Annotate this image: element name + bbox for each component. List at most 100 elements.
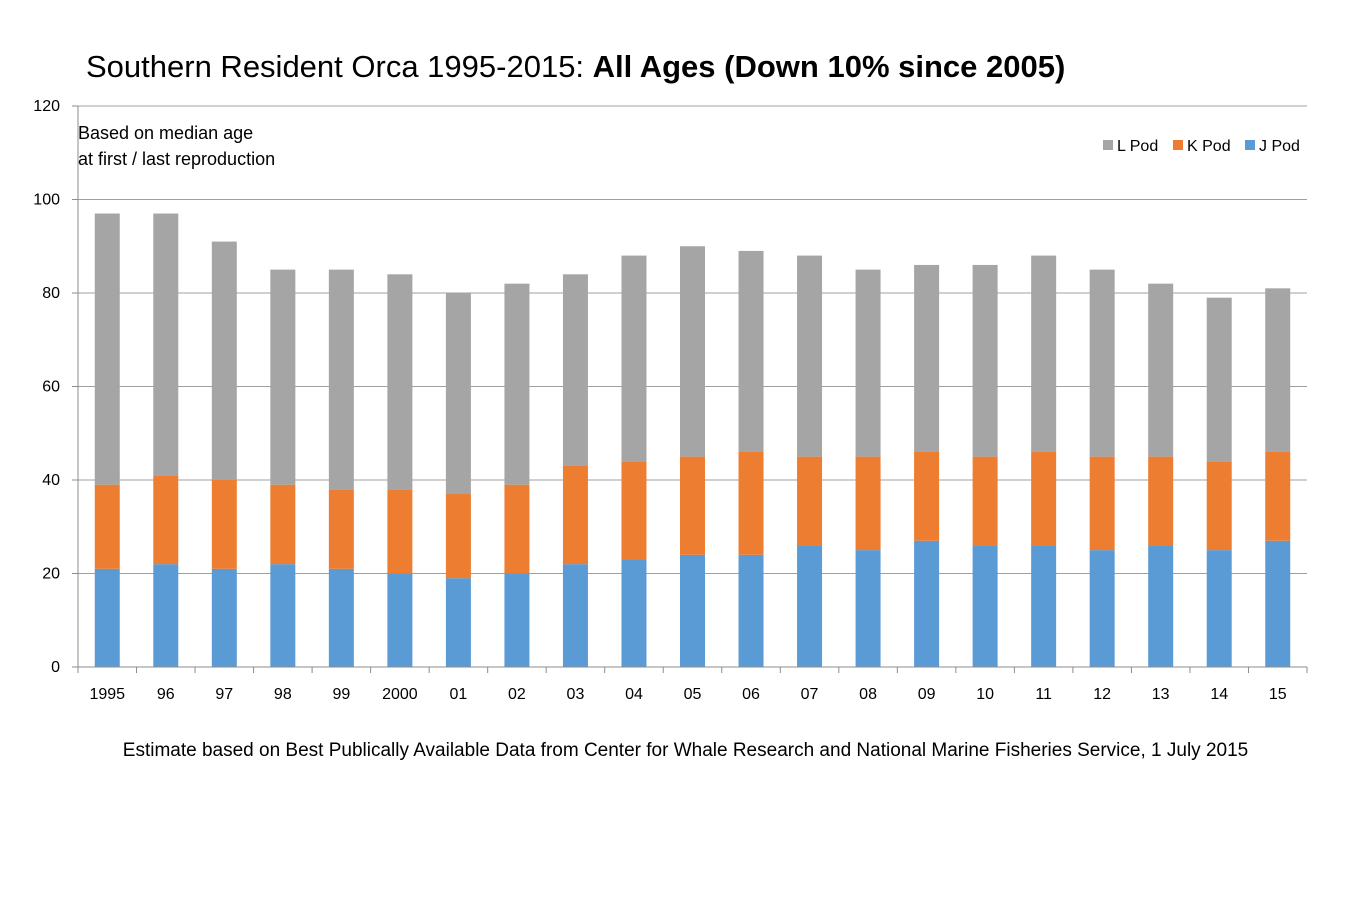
bar-k-pod — [94, 484, 120, 569]
y-tick-label: 40 — [42, 472, 60, 489]
bar-l-pod — [94, 213, 120, 485]
bar-k-pod — [797, 456, 823, 546]
bar-l-pod — [972, 264, 998, 457]
bar-stack-13 — [1148, 283, 1174, 667]
x-tick-label: 2000 — [382, 686, 418, 703]
bar-k-pod — [855, 456, 881, 551]
bar-k-pod — [1148, 456, 1174, 546]
x-tick-label: 08 — [859, 686, 877, 703]
bar-j-pod — [387, 573, 413, 667]
bar-stack-03 — [562, 274, 588, 667]
chart-title-normal: Southern Resident Orca 1995-2015: — [86, 49, 593, 84]
chart-title: Southern Resident Orca 1995-2015: All Ag… — [86, 48, 1065, 85]
y-tick-label: 100 — [33, 192, 60, 209]
bars — [94, 213, 1291, 667]
bar-j-pod — [504, 573, 530, 667]
bar-stack-01 — [445, 293, 471, 667]
x-tick-label: 15 — [1269, 686, 1287, 703]
x-tick-label: 05 — [684, 686, 702, 703]
annotation: Based on median age at first / last repr… — [78, 123, 275, 169]
bar-j-pod — [270, 564, 296, 667]
annotation-line-1: Based on median age — [78, 123, 253, 143]
x-tick-label: 06 — [742, 686, 760, 703]
x-tick-label: 1995 — [89, 686, 125, 703]
bar-stack-04 — [621, 255, 647, 667]
legend-swatch — [1245, 140, 1255, 150]
bar-l-pod — [153, 213, 179, 476]
legend-label: K Pod — [1187, 138, 1231, 155]
bar-l-pod — [504, 283, 530, 485]
bar-stack-10 — [972, 264, 998, 667]
bar-l-pod — [914, 264, 940, 452]
bar-j-pod — [680, 554, 705, 667]
bar-k-pod — [445, 494, 471, 579]
bar-k-pod — [914, 451, 940, 541]
bar-stack-05 — [680, 246, 705, 667]
bar-j-pod — [621, 559, 647, 667]
legend-swatch — [1103, 140, 1113, 150]
source-footnote: Estimate based on Best Publically Availa… — [122, 740, 1249, 761]
bar-j-pod — [211, 568, 237, 667]
bar-stack-15 — [1265, 288, 1291, 667]
bar-k-pod — [211, 480, 237, 569]
bar-j-pod — [1265, 540, 1291, 667]
bar-k-pod — [621, 461, 647, 560]
bar-j-pod — [914, 540, 940, 667]
bar-l-pod — [562, 274, 588, 466]
bar-l-pod — [1031, 255, 1057, 452]
bar-l-pod — [445, 293, 471, 495]
stacked-bar-chart: 0 20 40 60 80 100 120 1995 96 97 98 99 2000 01 02 03 04… — [33, 98, 1308, 703]
x-tick-label: 99 — [332, 686, 350, 703]
bar-j-pod — [1148, 545, 1174, 667]
bar-j-pod — [1089, 550, 1115, 667]
x-tick-label: 01 — [450, 686, 468, 703]
bar-stack-12 — [1089, 269, 1115, 667]
bar-k-pod — [387, 489, 413, 574]
x-tick-label: 98 — [274, 686, 292, 703]
bar-k-pod — [680, 456, 705, 555]
bar-stack-02 — [504, 283, 530, 667]
y-tick-label: 60 — [42, 379, 60, 396]
bar-j-pod — [972, 545, 998, 667]
bar-l-pod — [621, 255, 647, 462]
bar-stack-08 — [855, 269, 881, 667]
x-tick-label: 07 — [801, 686, 819, 703]
bar-k-pod — [1265, 451, 1291, 541]
bar-k-pod — [972, 456, 998, 546]
bar-k-pod — [562, 465, 588, 565]
bar-j-pod — [328, 568, 354, 667]
x-tick-label: 97 — [215, 686, 233, 703]
legend-item-k-pod: K Pod — [1173, 138, 1231, 155]
bar-l-pod — [1265, 288, 1291, 452]
chart-title-bold: All Ages (Down 10% since 2005) — [592, 49, 1066, 84]
bar-k-pod — [504, 484, 530, 574]
x-tick-label: 04 — [625, 686, 643, 703]
y-tick-labels: 0 20 40 60 80 100 120 — [33, 98, 60, 676]
bar-l-pod — [328, 269, 354, 490]
bar-stack-14 — [1206, 297, 1232, 667]
axes — [72, 105, 1308, 673]
bar-stack-99 — [328, 269, 354, 667]
bar-stack-2000 — [387, 274, 413, 667]
x-tick-label: 11 — [1035, 686, 1052, 703]
bar-l-pod — [680, 246, 705, 457]
bar-stack-97 — [211, 241, 237, 667]
legend: L Pod K Pod J Pod — [1103, 138, 1300, 155]
bar-k-pod — [1206, 461, 1232, 551]
x-tick-label: 12 — [1093, 686, 1111, 703]
x-tick-label: 02 — [508, 686, 526, 703]
bar-stack-11 — [1031, 255, 1057, 667]
bar-l-pod — [270, 269, 296, 485]
annotation-line-2: at first / last reproduction — [78, 149, 275, 169]
bar-k-pod — [1031, 451, 1057, 546]
bar-k-pod — [153, 475, 179, 565]
x-tick-label: 03 — [567, 686, 585, 703]
bar-j-pod — [1031, 545, 1057, 667]
bar-j-pod — [797, 545, 823, 667]
y-tick-label: 120 — [33, 98, 60, 115]
bar-k-pod — [270, 484, 296, 565]
bar-j-pod — [855, 550, 881, 667]
bar-l-pod — [387, 274, 413, 490]
legend-item-l-pod: L Pod — [1103, 138, 1158, 155]
bar-l-pod — [1089, 269, 1115, 457]
